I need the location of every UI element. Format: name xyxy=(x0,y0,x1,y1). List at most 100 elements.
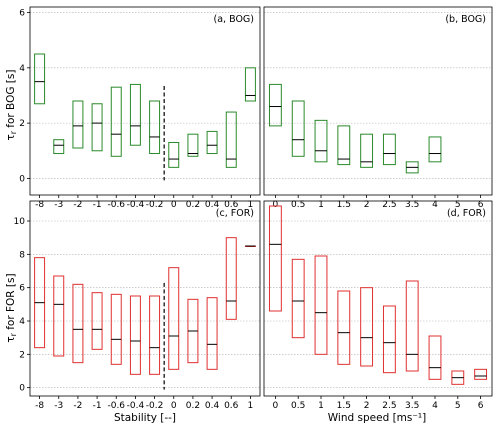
panel-frame xyxy=(263,200,493,397)
y-tick-label: 8 xyxy=(19,250,25,260)
x-tick-label: 3.5 xyxy=(405,401,419,411)
x-tick-label: -3 xyxy=(54,401,63,411)
y-tick-label: 4 xyxy=(19,64,25,74)
y-tick-label: 6 xyxy=(19,9,25,19)
x-tick-label: -0.4 xyxy=(127,401,145,411)
x-tick-label: -0.2 xyxy=(146,200,164,210)
x-tick-label: 6 xyxy=(478,200,484,210)
box xyxy=(129,295,141,375)
x-tick-label: 5 xyxy=(455,200,461,210)
x-tick-label: 0.6 xyxy=(224,401,239,411)
box xyxy=(474,368,488,380)
box xyxy=(110,86,122,157)
box xyxy=(72,283,84,364)
y-tick-label: 0 xyxy=(19,384,25,394)
y-tick-label: 2 xyxy=(19,119,25,129)
box xyxy=(149,295,161,375)
y-tick-label: 10 xyxy=(14,217,26,227)
box xyxy=(382,133,396,166)
panel-frame xyxy=(29,6,261,196)
x-tick-label: 1 xyxy=(318,401,324,411)
panel-label: (d, FOR) xyxy=(447,208,486,219)
x-tick-label: 1.5 xyxy=(337,200,351,210)
x-tick-label: -2 xyxy=(73,401,82,411)
box xyxy=(291,258,305,339)
x-tick-label: 5 xyxy=(455,401,461,411)
box xyxy=(129,83,141,146)
x-tick-label: 1 xyxy=(248,401,254,411)
y-axis-label-bottom: τr for FOR [s] xyxy=(5,273,18,342)
x-tick-label: 6 xyxy=(478,401,484,411)
box xyxy=(206,130,218,155)
box xyxy=(225,111,237,168)
x-tick-label: -2 xyxy=(73,200,82,210)
box xyxy=(34,53,46,105)
box xyxy=(53,275,65,357)
box xyxy=(225,237,237,320)
box xyxy=(360,133,374,168)
y-axis-label-top: τr for BOG [s] xyxy=(5,70,18,141)
y-tick-label: 4 xyxy=(19,317,25,327)
y-tick-label: 0 xyxy=(19,174,25,184)
box xyxy=(360,287,374,367)
box xyxy=(337,290,351,365)
x-tick-label: 4 xyxy=(432,200,438,210)
x-tick-label: 3.5 xyxy=(405,200,419,210)
x-tick-label: 0.5 xyxy=(291,401,305,411)
box xyxy=(428,136,442,163)
box xyxy=(405,280,419,372)
y-tick-label: 2 xyxy=(19,350,25,360)
x-tick-label: 2.5 xyxy=(382,200,396,210)
x-tick-label: 0.4 xyxy=(205,200,220,210)
x-tick-label: 0 xyxy=(171,401,177,411)
x-tick-label: 1 xyxy=(248,200,254,210)
x-tick-label: -0.6 xyxy=(107,401,125,411)
x-axis-label-right: Wind speed [ms⁻¹] xyxy=(328,412,426,424)
panel-label: (b, BOG) xyxy=(445,14,486,25)
x-tick-label: 0.2 xyxy=(186,401,200,411)
x-tick-label: -0.2 xyxy=(146,401,164,411)
x-tick-label: -0.4 xyxy=(127,200,145,210)
y-tick-label: 6 xyxy=(19,284,25,294)
x-tick-label: -0.6 xyxy=(107,200,125,210)
x-axis-label-left: Stability [--] xyxy=(114,412,176,424)
box xyxy=(428,335,442,380)
x-tick-label: -8 xyxy=(35,200,44,210)
x-tick-label: -1 xyxy=(93,200,102,210)
box xyxy=(206,297,218,370)
box xyxy=(187,133,199,157)
x-tick-label: 0.6 xyxy=(224,200,239,210)
x-tick-label: -3 xyxy=(54,200,63,210)
x-tick-label: 0.5 xyxy=(291,200,305,210)
box xyxy=(91,292,103,350)
box xyxy=(268,205,282,312)
x-tick-label: 2 xyxy=(364,401,370,411)
x-tick-label: 1 xyxy=(318,200,324,210)
x-tick-label: 0 xyxy=(171,200,177,210)
box xyxy=(168,267,180,370)
box xyxy=(110,293,122,365)
x-tick-label: 4 xyxy=(432,401,438,411)
x-tick-label: 2.5 xyxy=(382,401,396,411)
x-tick-label: 2 xyxy=(364,200,370,210)
box xyxy=(291,100,305,157)
box xyxy=(314,119,328,163)
box xyxy=(337,125,351,166)
box xyxy=(382,305,396,374)
x-tick-label: 0.4 xyxy=(205,401,220,411)
x-tick-label: 0 xyxy=(273,401,279,411)
x-tick-label: -8 xyxy=(35,401,44,411)
panel-label: (c, FOR) xyxy=(216,208,254,219)
x-tick-label: -1 xyxy=(93,401,102,411)
box xyxy=(168,141,180,168)
panel-frame xyxy=(29,200,261,397)
panel-frame xyxy=(263,6,493,196)
x-tick-label: 1.5 xyxy=(337,401,351,411)
box xyxy=(72,100,84,149)
box xyxy=(91,103,103,152)
box xyxy=(244,67,256,102)
box xyxy=(149,100,161,155)
box xyxy=(268,83,282,127)
box xyxy=(314,255,328,355)
